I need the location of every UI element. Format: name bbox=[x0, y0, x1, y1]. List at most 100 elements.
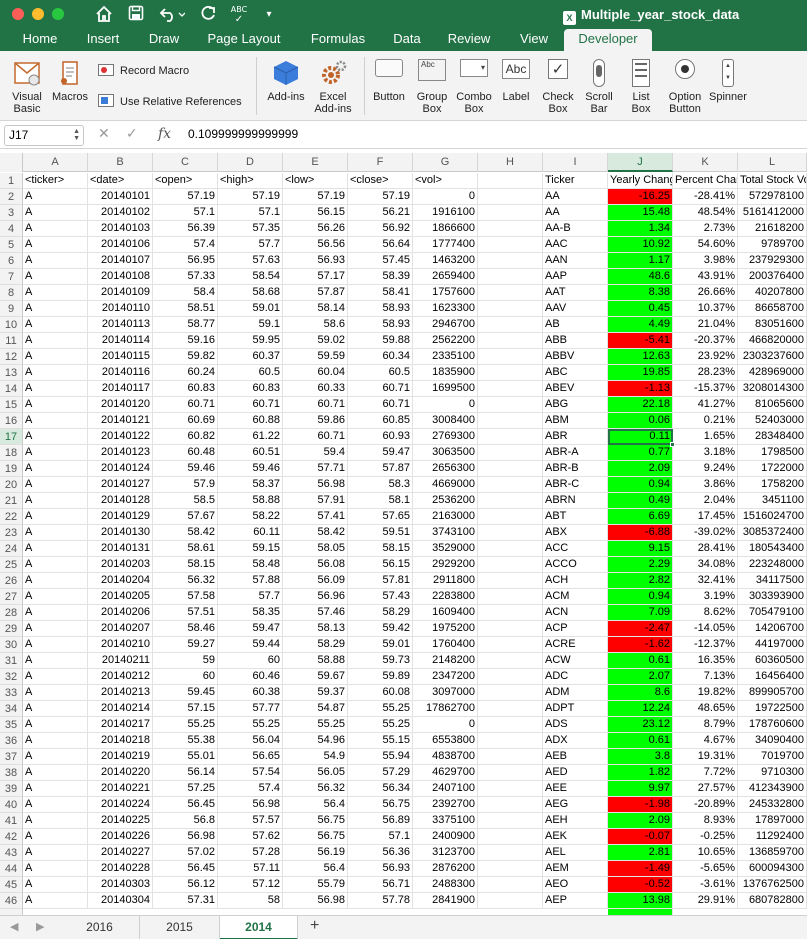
cell-e26[interactable]: 56.09 bbox=[283, 573, 348, 589]
row-header[interactable]: 17 bbox=[0, 429, 23, 445]
use-relative-references-button[interactable]: Use Relative References bbox=[98, 94, 242, 109]
cell-g29[interactable]: 1975200 bbox=[413, 621, 478, 637]
cell-e24[interactable]: 58.05 bbox=[283, 541, 348, 557]
cell-k3[interactable]: 48.54% bbox=[673, 205, 738, 221]
cell-d34[interactable]: 57.77 bbox=[218, 701, 283, 717]
cell-e45[interactable]: 55.79 bbox=[283, 877, 348, 893]
cell-l1[interactable]: Total Stock Vo bbox=[738, 173, 807, 189]
cell-f2[interactable]: 57.19 bbox=[348, 189, 413, 205]
cell-a26[interactable]: A bbox=[23, 573, 88, 589]
cell-k30[interactable]: -12.37% bbox=[673, 637, 738, 653]
cell-c17[interactable]: 60.82 bbox=[153, 429, 218, 445]
cell-j9[interactable]: 0.45 bbox=[608, 301, 673, 317]
cell-b9[interactable]: 20140110 bbox=[88, 301, 153, 317]
cell-c45[interactable]: 56.12 bbox=[153, 877, 218, 893]
cell-h33[interactable] bbox=[478, 685, 543, 701]
cell-e40[interactable]: 56.4 bbox=[283, 797, 348, 813]
cell-e41[interactable]: 56.75 bbox=[283, 813, 348, 829]
cell-c44[interactable]: 56.45 bbox=[153, 861, 218, 877]
cell-l13[interactable]: 428969000 bbox=[738, 365, 807, 381]
cell-l22[interactable]: 1516024700 bbox=[738, 509, 807, 525]
row-header[interactable]: 32 bbox=[0, 669, 23, 685]
cell-a20[interactable]: A bbox=[23, 477, 88, 493]
cell-f34[interactable]: 55.25 bbox=[348, 701, 413, 717]
cell-k13[interactable]: 28.23% bbox=[673, 365, 738, 381]
cell-g12[interactable]: 2335100 bbox=[413, 349, 478, 365]
cell-l17[interactable]: 28348400 bbox=[738, 429, 807, 445]
cell-f15[interactable]: 60.71 bbox=[348, 397, 413, 413]
cell-f20[interactable]: 58.3 bbox=[348, 477, 413, 493]
cell-f39[interactable]: 56.34 bbox=[348, 781, 413, 797]
scroll-bar-control[interactable]: Scroll Bar bbox=[580, 51, 618, 115]
cell-c26[interactable]: 56.32 bbox=[153, 573, 218, 589]
cell-d46[interactable]: 58 bbox=[218, 893, 283, 909]
option-button-control[interactable]: Option Button bbox=[664, 51, 706, 115]
cell-i35[interactable]: ADS bbox=[543, 717, 608, 733]
cell-i19[interactable]: ABR-B bbox=[543, 461, 608, 477]
cell-i15[interactable]: ABG bbox=[543, 397, 608, 413]
cell-h19[interactable] bbox=[478, 461, 543, 477]
cell-g31[interactable]: 2148200 bbox=[413, 653, 478, 669]
cell-d4[interactable]: 57.35 bbox=[218, 221, 283, 237]
cell-b30[interactable]: 20140210 bbox=[88, 637, 153, 653]
cell-g5[interactable]: 1777400 bbox=[413, 237, 478, 253]
cell-d13[interactable]: 60.5 bbox=[218, 365, 283, 381]
cell-h16[interactable] bbox=[478, 413, 543, 429]
cell-a32[interactable]: A bbox=[23, 669, 88, 685]
cell-j42[interactable]: -0.07 bbox=[608, 829, 673, 845]
cell-d31[interactable]: 60 bbox=[218, 653, 283, 669]
cell-f23[interactable]: 59.51 bbox=[348, 525, 413, 541]
cell-b14[interactable]: 20140117 bbox=[88, 381, 153, 397]
cell-j10[interactable]: 4.49 bbox=[608, 317, 673, 333]
cell-d44[interactable]: 57.11 bbox=[218, 861, 283, 877]
cell-j44[interactable]: -1.49 bbox=[608, 861, 673, 877]
cell-a14[interactable]: A bbox=[23, 381, 88, 397]
cell-b1[interactable]: <date> bbox=[88, 173, 153, 189]
cell-d8[interactable]: 58.68 bbox=[218, 285, 283, 301]
cell-i7[interactable]: AAP bbox=[543, 269, 608, 285]
cell-b5[interactable]: 20140106 bbox=[88, 237, 153, 253]
cell-e43[interactable]: 56.19 bbox=[283, 845, 348, 861]
cell-c24[interactable]: 58.61 bbox=[153, 541, 218, 557]
sheet-tab-2015[interactable]: 2015 bbox=[140, 916, 220, 939]
name-box-stepper-icon[interactable]: ▲ ▼ bbox=[73, 128, 80, 142]
cell-f24[interactable]: 58.15 bbox=[348, 541, 413, 557]
add-ins-button[interactable]: Add-ins bbox=[264, 51, 308, 103]
cell-l36[interactable]: 34090400 bbox=[738, 733, 807, 749]
cell-e27[interactable]: 56.96 bbox=[283, 589, 348, 605]
cell-j20[interactable]: 0.94 bbox=[608, 477, 673, 493]
cell-d35[interactable]: 55.25 bbox=[218, 717, 283, 733]
cell-f13[interactable]: 60.5 bbox=[348, 365, 413, 381]
cell-a12[interactable]: A bbox=[23, 349, 88, 365]
cell-c22[interactable]: 57.67 bbox=[153, 509, 218, 525]
cell-k42[interactable]: -0.25% bbox=[673, 829, 738, 845]
cell-g30[interactable]: 1760400 bbox=[413, 637, 478, 653]
cell-i13[interactable]: ABC bbox=[543, 365, 608, 381]
column-header-j[interactable]: J bbox=[608, 153, 673, 172]
cell-h25[interactable] bbox=[478, 557, 543, 573]
cell-i46[interactable]: AEP bbox=[543, 893, 608, 909]
cell-j5[interactable]: 10.92 bbox=[608, 237, 673, 253]
row-header[interactable]: 8 bbox=[0, 285, 23, 301]
cell-e4[interactable]: 56.26 bbox=[283, 221, 348, 237]
column-header-d[interactable]: D bbox=[218, 153, 283, 172]
column-header-e[interactable]: E bbox=[283, 153, 348, 172]
row-header[interactable]: 33 bbox=[0, 685, 23, 701]
cell-j25[interactable]: 2.29 bbox=[608, 557, 673, 573]
cell-b18[interactable]: 20140123 bbox=[88, 445, 153, 461]
cell-h42[interactable] bbox=[478, 829, 543, 845]
cell-b25[interactable]: 20140203 bbox=[88, 557, 153, 573]
cell-a22[interactable]: A bbox=[23, 509, 88, 525]
name-box[interactable]: J17 ▲ ▼ bbox=[4, 125, 84, 146]
cell-c40[interactable]: 56.45 bbox=[153, 797, 218, 813]
cell-k45[interactable]: -3.61% bbox=[673, 877, 738, 893]
spellcheck-icon[interactable]: ABC ✓ bbox=[230, 5, 248, 25]
cell-c13[interactable]: 60.24 bbox=[153, 365, 218, 381]
cell-f41[interactable]: 56.89 bbox=[348, 813, 413, 829]
check-icon[interactable]: ✓ bbox=[126, 126, 138, 142]
column-header-k[interactable]: K bbox=[673, 153, 738, 172]
cell-j18[interactable]: 0.77 bbox=[608, 445, 673, 461]
cell-e20[interactable]: 56.98 bbox=[283, 477, 348, 493]
row-header[interactable]: 28 bbox=[0, 605, 23, 621]
row-header[interactable]: 10 bbox=[0, 317, 23, 333]
